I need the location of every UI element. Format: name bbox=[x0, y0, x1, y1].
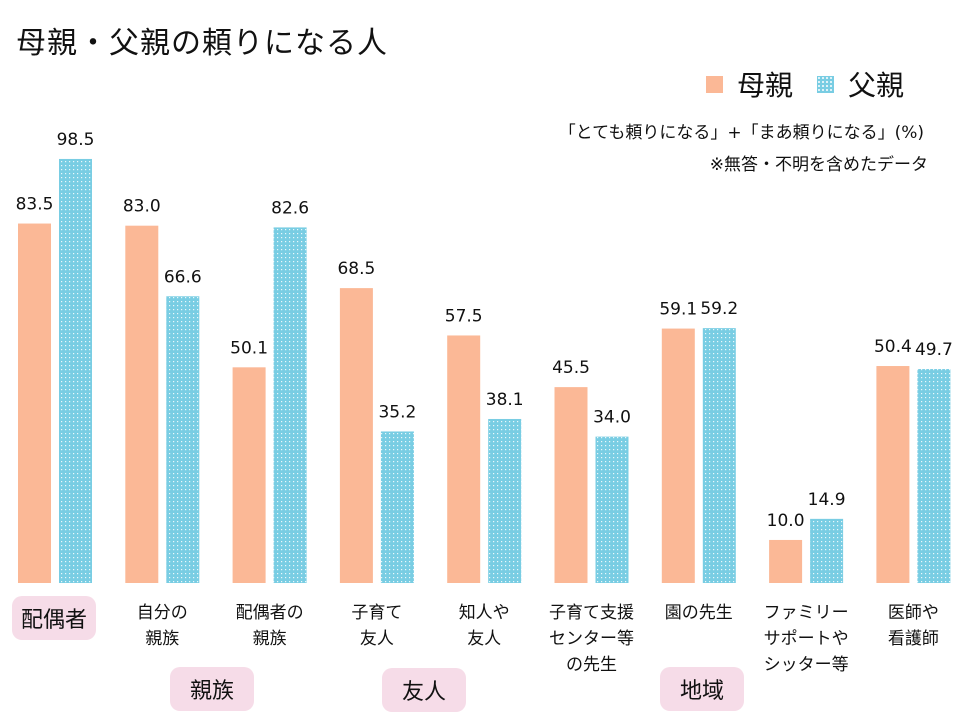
category-label-3: 子育て 友人 bbox=[351, 603, 403, 649]
legend-label-father: 父親 bbox=[847, 69, 904, 102]
group-badge-community: 地域 bbox=[660, 667, 744, 711]
category-label-1: 自分の 親族 bbox=[136, 603, 188, 649]
value-label-father-6: 59.2 bbox=[700, 299, 738, 319]
value-label-mother-7: 10.0 bbox=[767, 511, 805, 531]
bar-mother-8 bbox=[876, 366, 910, 583]
bar-father-2 bbox=[273, 227, 307, 584]
category-label-8: 医師や 看護師 bbox=[887, 603, 939, 649]
bar-father-8 bbox=[917, 369, 951, 583]
category-label-5: 子育て支援 センター等 の先生 bbox=[549, 603, 634, 675]
bar-mother-0 bbox=[18, 223, 51, 583]
bar-father-6 bbox=[702, 328, 736, 583]
value-label-father-4: 38.1 bbox=[486, 390, 524, 410]
bar-mother-4 bbox=[447, 335, 481, 583]
category-label-2: 配偶者の 親族 bbox=[235, 603, 304, 649]
bar-mother-7 bbox=[769, 539, 803, 583]
group-badge-spouse: 配偶者 bbox=[12, 596, 96, 640]
bar-mother-6 bbox=[661, 328, 695, 583]
note-definition: 「とても頼りになる」+「まあ頼りになる」(%) bbox=[558, 123, 924, 143]
note-includes-no-answer: ※無答・不明を含めたデータ bbox=[709, 155, 928, 175]
category-label-7: ファミリー サポートや シッター等 bbox=[763, 603, 849, 675]
legend-swatch-father bbox=[816, 75, 834, 93]
value-label-mother-4: 57.5 bbox=[445, 306, 483, 326]
bar-father-3 bbox=[380, 431, 414, 583]
legend-label-mother: 母親 bbox=[736, 69, 793, 102]
chart-title: 母親・父親の頼りになる人 bbox=[16, 26, 388, 61]
category-label-6: 園の先生 bbox=[664, 603, 733, 623]
group-badge-friends: 友人 bbox=[382, 668, 466, 712]
value-label-mother-1: 83.0 bbox=[123, 197, 161, 217]
bar-father-4 bbox=[488, 418, 522, 583]
bar-mother-3 bbox=[339, 288, 373, 583]
group-badge-relatives: 親族 bbox=[170, 667, 254, 711]
value-label-mother-0: 83.5 bbox=[16, 195, 54, 215]
legend: 母親 父親 bbox=[682, 64, 904, 104]
value-label-mother-3: 68.5 bbox=[337, 259, 375, 279]
legend-swatch-mother bbox=[705, 75, 723, 93]
category-label-4: 知人や 友人 bbox=[458, 603, 510, 649]
bar-mother-5 bbox=[554, 387, 588, 583]
value-label-father-2: 82.6 bbox=[271, 198, 309, 218]
bar-father-1 bbox=[166, 296, 200, 583]
bar-mother-2 bbox=[232, 367, 266, 583]
value-label-father-8: 49.7 bbox=[915, 340, 953, 360]
value-label-mother-6: 59.1 bbox=[659, 300, 697, 320]
bar-father-7 bbox=[810, 518, 844, 583]
bar-father-0 bbox=[59, 158, 92, 583]
legend-item-mother: 母親 bbox=[705, 64, 793, 104]
value-label-father-1: 66.6 bbox=[164, 267, 202, 287]
value-label-father-5: 34.0 bbox=[593, 408, 631, 428]
value-label-mother-8: 50.4 bbox=[874, 337, 912, 357]
bar-mother-1 bbox=[125, 225, 159, 583]
value-label-father-3: 35.2 bbox=[378, 402, 416, 422]
value-label-father-7: 14.9 bbox=[808, 490, 846, 510]
value-label-father-0: 98.5 bbox=[57, 130, 95, 150]
value-label-mother-5: 45.5 bbox=[552, 358, 590, 378]
legend-item-father: 父親 bbox=[816, 64, 904, 104]
bar-father-5 bbox=[595, 436, 629, 583]
value-label-mother-2: 50.1 bbox=[230, 338, 268, 358]
